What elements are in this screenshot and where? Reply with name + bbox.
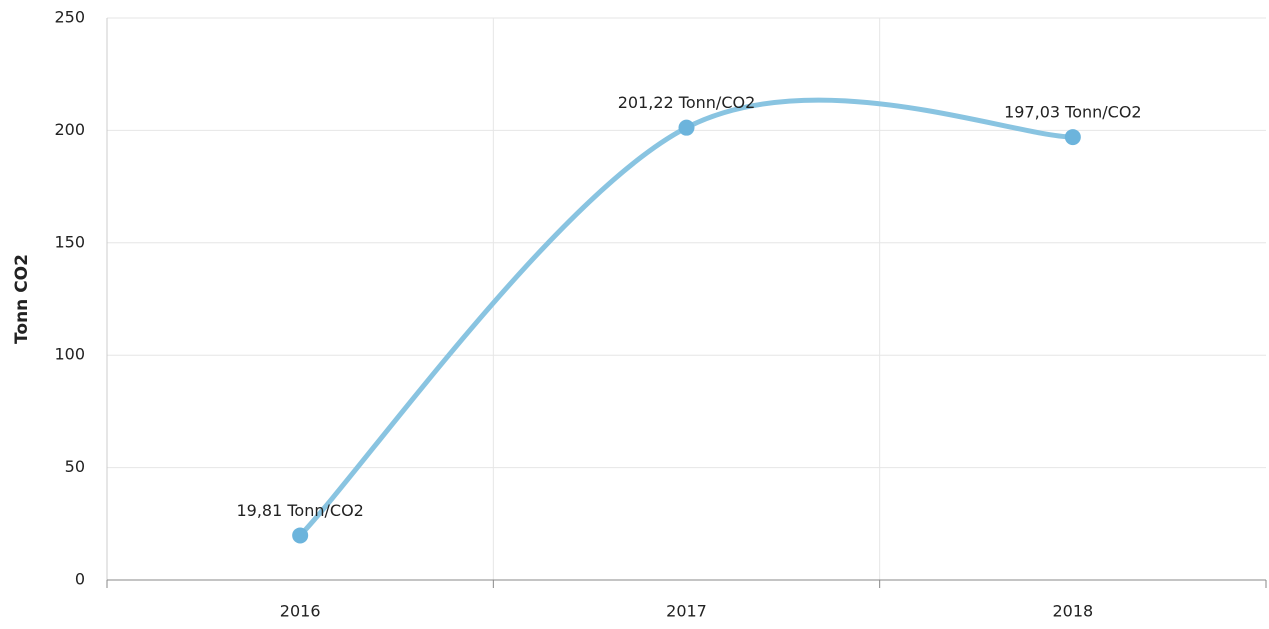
y-tick-label: 200 (54, 120, 85, 139)
data-label: 201,22 Tonn/CO2 (618, 93, 756, 112)
y-tick-label: 250 (54, 8, 85, 27)
data-label: 19,81 Tonn/CO2 (236, 501, 363, 520)
marker (1064, 129, 1081, 146)
line (297, 97, 1076, 538)
y-tick-label: 150 (54, 232, 85, 251)
y-tick-label: 0 (75, 570, 85, 589)
marker (678, 119, 695, 136)
y-tick-label: 100 (54, 345, 85, 364)
x-tick-label: 2017 (666, 602, 707, 621)
x-tick-label: 2018 (1052, 602, 1093, 621)
data-label: 197,03 Tonn/CO2 (1004, 103, 1142, 122)
y-axis-title: Tonn CO2 (12, 254, 32, 344)
x-tick-label: 2016 (280, 602, 321, 621)
y-tick-label: 50 (65, 457, 85, 476)
marker (292, 527, 309, 544)
